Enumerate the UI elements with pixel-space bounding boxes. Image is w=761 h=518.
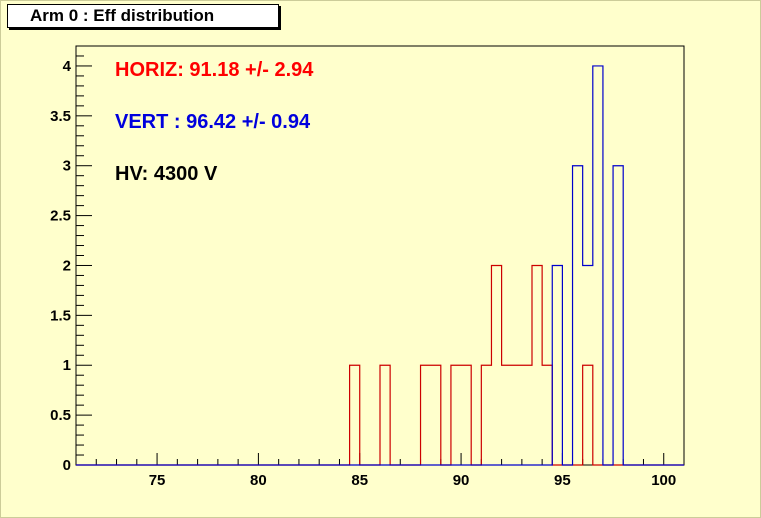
x-tick-label: 75 (149, 472, 166, 489)
x-tick-label: 90 (453, 472, 470, 489)
y-tick-label: 0 (63, 457, 71, 474)
y-axis: 0 0.5 1 1.5 2 2.5 3 3.5 4 (50, 45, 92, 474)
y-tick-label: 4 (63, 58, 72, 75)
y-tick-label: 2.5 (50, 208, 71, 225)
y-tick-label: 3 (63, 158, 71, 175)
y-tick-label: 2 (63, 257, 71, 274)
y-tick-label: 1 (63, 357, 71, 374)
series-layer (76, 65, 684, 466)
y-tick-label: 0.5 (50, 407, 71, 424)
y-tick-label: 3.5 (50, 108, 71, 125)
series-vert-outline (76, 65, 684, 466)
x-tick-label: 80 (250, 472, 267, 489)
horiz-stat-label: HORIZ: 91.18 +/- 2.94 (115, 59, 314, 81)
vert-stat-label: VERT : 96.42 +/- 0.94 (115, 111, 311, 133)
x-tick-label: 85 (351, 472, 368, 489)
chart-title: Arm 0 : Eff distribution (7, 4, 279, 28)
x-tick-label: 100 (651, 472, 676, 489)
y-tick-label: 1.5 (50, 307, 71, 324)
x-tick-label: 95 (554, 472, 571, 489)
hv-label: HV: 4300 V (115, 163, 218, 185)
